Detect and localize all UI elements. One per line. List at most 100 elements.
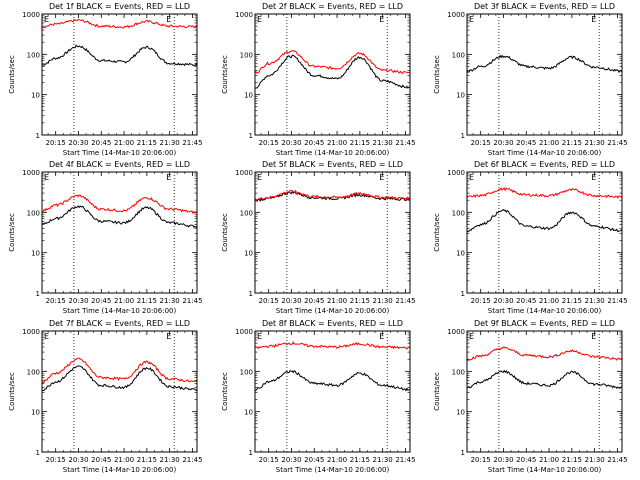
x-tick-label: 21:30 — [585, 139, 605, 147]
y-tick-label: 1 — [36, 290, 40, 298]
chart-panel-7: Det 7f BLACK = Events, RED = LLD Counts/s… — [8, 319, 203, 474]
x-tick-label: 20:45 — [304, 139, 324, 147]
chart-title: Det 3f BLACK = Events, RED = LLD — [474, 2, 615, 11]
x-tick-label: 21:45 — [607, 139, 627, 147]
series-line-lld — [466, 187, 623, 199]
x-tick-label: 21:15 — [562, 139, 582, 147]
chart-title: Det 6f BLACK = Events, RED = LLD — [474, 160, 615, 169]
x-axis-label: Start Time (14-Mar-10 20:06:00) — [63, 466, 177, 474]
y-tick-label: 1000 — [235, 328, 253, 336]
series-line-events — [254, 54, 411, 89]
marker-e-right: E — [591, 173, 596, 182]
y-tick-label: 100 — [27, 368, 40, 376]
x-tick-label: 21:00 — [114, 139, 134, 147]
chart-panel-8: Det 8f BLACK = Events, RED = LLD Counts/s… — [221, 319, 416, 474]
x-axis-label: Start Time (14-Mar-10 20:06:00) — [488, 466, 602, 474]
plot-frame — [254, 171, 411, 294]
chart-title: Det 9f BLACK = Events, RED = LLD — [474, 319, 615, 328]
y-tick-label: 10 — [31, 250, 40, 258]
x-axis-label: Start Time (14-Mar-10 20:06:00) — [488, 149, 602, 157]
marker-e-left: E — [257, 173, 262, 182]
x-tick-label: 20:30 — [68, 297, 88, 305]
marker-e-left: E — [469, 332, 474, 341]
chart-panel-2: Det 2f BLACK = Events, RED = LLD Counts/s… — [221, 2, 416, 157]
series-line-lld — [42, 194, 198, 215]
y-tick-label: 10 — [456, 409, 465, 417]
series-line-events — [254, 190, 411, 203]
x-tick-label: 20:30 — [68, 139, 88, 147]
y-tick-label: 1 — [249, 132, 253, 140]
plot-frame — [41, 13, 198, 136]
marker-e-left: E — [44, 15, 49, 24]
x-tick-label: 20:15 — [46, 139, 66, 147]
x-tick-label: 21:00 — [539, 297, 559, 305]
x-tick-label: 21:45 — [182, 456, 202, 464]
plot-frame — [41, 330, 198, 453]
x-tick-label: 20:15 — [259, 297, 279, 305]
y-axis-label: Counts/sec — [221, 55, 229, 94]
y-axis-label: Counts/sec — [8, 213, 16, 252]
x-tick-label: 21:15 — [350, 297, 370, 305]
y-axis-label: Counts/sec — [8, 372, 16, 411]
x-tick-label: 21:15 — [562, 297, 582, 305]
y-tick-label: 100 — [240, 368, 253, 376]
x-tick-label: 20:30 — [281, 139, 301, 147]
x-tick-label: 20:45 — [91, 456, 111, 464]
chart-panel-1: Det 1f BLACK = Events, RED = LLD Counts/s… — [8, 2, 203, 157]
y-axis-label: Counts/sec — [433, 55, 441, 94]
y-tick-label: 100 — [240, 209, 253, 217]
y-tick-label: 100 — [240, 51, 253, 59]
x-tick-label: 20:45 — [516, 297, 536, 305]
y-tick-label: 1000 — [22, 11, 40, 19]
y-tick-label: 1 — [461, 449, 465, 457]
x-tick-label: 20:15 — [471, 297, 491, 305]
x-tick-label: 20:45 — [91, 139, 111, 147]
y-axis-label: Counts/sec — [433, 372, 441, 411]
y-tick-label: 1000 — [235, 169, 253, 177]
y-tick-label: 10 — [244, 250, 253, 258]
marker-e-right: E — [591, 15, 596, 24]
x-tick-label: 21:30 — [160, 139, 180, 147]
y-tick-label: 1 — [461, 290, 465, 298]
series-line-events — [254, 369, 410, 392]
marker-e-right: E — [591, 332, 596, 341]
series-line-lld — [254, 341, 411, 350]
y-tick-label: 10 — [31, 409, 40, 417]
y-tick-label: 10 — [456, 92, 465, 100]
x-tick-label: 20:30 — [493, 297, 513, 305]
marker-e-left: E — [257, 332, 262, 341]
chart-title: Det 2f BLACK = Events, RED = LLD — [262, 2, 403, 11]
x-tick-label: 21:00 — [539, 139, 559, 147]
x-tick-label: 21:30 — [373, 456, 393, 464]
x-tick-label: 20:15 — [46, 456, 66, 464]
x-tick-label: 21:45 — [607, 456, 627, 464]
x-tick-label: 20:30 — [493, 139, 513, 147]
y-axis-label: Counts/sec — [433, 213, 441, 252]
chart-title: Det 4f BLACK = Events, RED = LLD — [49, 160, 190, 169]
x-axis-label: Start Time (14-Mar-10 20:06:00) — [276, 149, 390, 157]
x-tick-label: 20:45 — [91, 297, 111, 305]
y-tick-label: 1 — [461, 132, 465, 140]
series-line-events — [466, 369, 622, 389]
x-tick-label: 21:00 — [539, 456, 559, 464]
series-line-lld — [466, 346, 623, 362]
y-tick-label: 100 — [452, 368, 465, 376]
x-tick-label: 21:00 — [114, 456, 134, 464]
x-tick-label: 21:30 — [160, 297, 180, 305]
x-tick-label: 21:00 — [327, 456, 347, 464]
marker-e-left: E — [469, 173, 474, 182]
x-tick-label: 21:30 — [160, 456, 180, 464]
x-tick-label: 20:30 — [68, 456, 88, 464]
y-tick-label: 100 — [452, 209, 465, 217]
series-line-events — [466, 54, 623, 74]
x-axis-label: Start Time (14-Mar-10 20:06:00) — [63, 307, 177, 315]
series-line-events — [41, 365, 198, 392]
y-axis-label: Counts/sec — [221, 213, 229, 252]
y-tick-label: 1000 — [235, 11, 253, 19]
y-tick-label: 1 — [36, 449, 40, 457]
x-tick-label: 21:45 — [395, 456, 415, 464]
x-tick-label: 21:15 — [562, 456, 582, 464]
y-axis-label: Counts/sec — [221, 372, 229, 411]
series-line-lld — [41, 18, 198, 29]
